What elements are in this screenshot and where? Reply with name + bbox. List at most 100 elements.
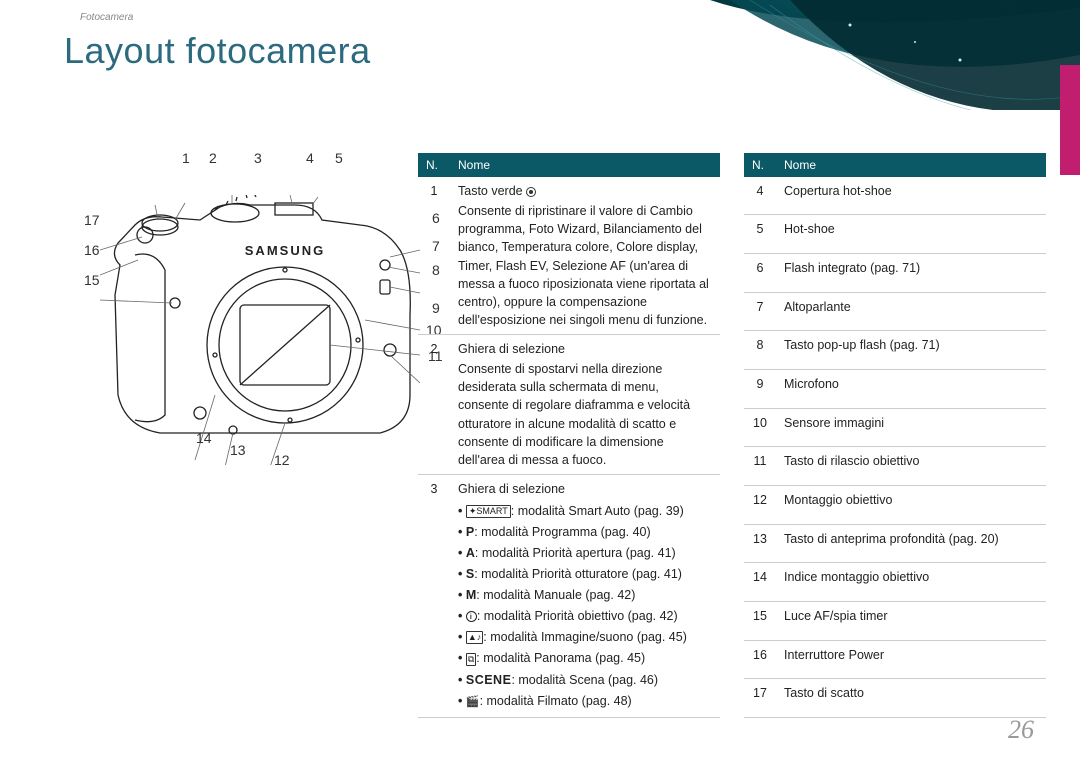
callout-12: 12: [274, 452, 290, 468]
row-num: 16: [744, 640, 776, 679]
callout-4: 4: [306, 150, 314, 166]
callout-3: 3: [254, 150, 262, 166]
table-row: 13Tasto di anteprima profondità (pag. 20…: [744, 524, 1046, 563]
callout-1: 1: [182, 150, 190, 166]
row-num: 5: [744, 215, 776, 254]
row-num: 11: [744, 447, 776, 486]
row-num: 9: [744, 370, 776, 409]
lens-priority-icon: i: [466, 611, 477, 622]
row-name: Interruttore Power: [776, 640, 1046, 679]
mode-item: S: modalità Priorità otturatore (pag. 41…: [458, 563, 712, 584]
mode-list: ✦SMART: modalità Smart Auto (pag. 39)P: …: [458, 500, 712, 712]
callout-17: 17: [84, 212, 100, 228]
m-icon: M: [466, 588, 476, 602]
col-name: Nome: [776, 153, 1046, 177]
callout-15: 15: [84, 272, 100, 288]
mode-item: ⧉: modalità Panorama (pag. 45): [458, 648, 712, 669]
table-row: 8Tasto pop-up flash (pag. 71): [744, 331, 1046, 370]
camera-lineart: SAMSUNG: [100, 195, 420, 465]
panorama-icon: ⧉: [466, 653, 476, 666]
row-name: Copertura hot-shoe: [776, 177, 1046, 215]
callout-2: 2: [209, 150, 217, 166]
svg-text:SAMSUNG: SAMSUNG: [245, 243, 325, 258]
parts-table-1: N. Nome 1Tasto verde Consente di riprist…: [418, 153, 720, 718]
table-row: 1Tasto verde Consente di ripristinare il…: [418, 177, 720, 335]
mode-item: M: modalità Manuale (pag. 42): [458, 585, 712, 606]
table-row: 10Sensore immagini: [744, 408, 1046, 447]
callout-13: 13: [230, 442, 246, 458]
green-button-icon: [526, 187, 536, 197]
row-num: 6: [744, 254, 776, 293]
row-num: 8: [744, 331, 776, 370]
col-num: N.: [418, 153, 450, 177]
row-desc: Ghiera di selezione ✦SMART: modalità Smar…: [450, 474, 720, 717]
callout-16: 16: [84, 242, 100, 258]
row-name: Tasto pop-up flash (pag. 71): [776, 331, 1046, 370]
scene-icon: SCENE: [466, 673, 512, 687]
row-name: Microfono: [776, 370, 1046, 409]
tables-container: N. Nome 1Tasto verde Consente di riprist…: [418, 153, 1046, 718]
mode-item: SCENE: modalità Scena (pag. 46): [458, 669, 712, 690]
row-name: Tasto di scatto: [776, 679, 1046, 718]
mode-item: A: modalità Priorità apertura (pag. 41): [458, 542, 712, 563]
item-title: Ghiera di selezione: [458, 480, 712, 498]
row-num: 3: [418, 474, 450, 717]
table-row: 15Luce AF/spia timer: [744, 602, 1046, 641]
table-row: 14Indice montaggio obiettivo: [744, 563, 1046, 602]
table-row: 7Altoparlante: [744, 292, 1046, 331]
a-icon: A: [466, 546, 475, 560]
row-desc: Ghiera di selezioneConsente di spostarvi…: [450, 335, 720, 475]
page-title: Layout fotocamera: [64, 30, 371, 72]
row-num: 13: [744, 524, 776, 563]
row-num: 17: [744, 679, 776, 718]
row-num: 1: [418, 177, 450, 335]
table-row: 17Tasto di scatto: [744, 679, 1046, 718]
manual-page: Fotocamera Layout fotocamera: [0, 0, 1080, 765]
col-num: N.: [744, 153, 776, 177]
row-num: 2: [418, 335, 450, 475]
table-row: 6Flash integrato (pag. 71): [744, 254, 1046, 293]
row-num: 15: [744, 602, 776, 641]
mode-item: P: modalità Programma (pag. 40): [458, 521, 712, 542]
callout-14: 14: [196, 430, 212, 446]
item-title: Tasto verde: [458, 182, 712, 200]
movie-icon: 🎬: [466, 696, 480, 708]
row-num: 14: [744, 563, 776, 602]
item-title: Ghiera di selezione: [458, 340, 712, 358]
row-name: Flash integrato (pag. 71): [776, 254, 1046, 293]
smart-icon: ✦SMART: [466, 505, 511, 518]
mode-item: i: modalità Priorità obiettivo (pag. 42): [458, 606, 712, 627]
row-name: Tasto di anteprima profondità (pag. 20): [776, 524, 1046, 563]
table-row: 4Copertura hot-shoe: [744, 177, 1046, 215]
mode-item: ▲♪: modalità Immagine/suono (pag. 45): [458, 627, 712, 648]
table-row: 2Ghiera di selezioneConsente di spostarv…: [418, 335, 720, 475]
table-row: 3 Ghiera di selezione ✦SMART: modalità Sma…: [418, 474, 720, 717]
header-decoration: [710, 0, 1080, 110]
s-icon: S: [466, 567, 474, 581]
parts-table-2: N. Nome 4Copertura hot-shoe5Hot-shoe6Fla…: [744, 153, 1046, 718]
row-name: Montaggio obiettivo: [776, 486, 1046, 525]
row-name: Sensore immagini: [776, 408, 1046, 447]
mode-item: ✦SMART: modalità Smart Auto (pag. 39): [458, 500, 712, 521]
row-num: 10: [744, 408, 776, 447]
breadcrumb: Fotocamera: [80, 12, 133, 23]
row-name: Altoparlante: [776, 292, 1046, 331]
row-num: 7: [744, 292, 776, 331]
camera-diagram: SAMSUNG: [62, 150, 402, 490]
table-row: 16Interruttore Power: [744, 640, 1046, 679]
row-name: Luce AF/spia timer: [776, 602, 1046, 641]
row-name: Tasto di rilascio obiettivo: [776, 447, 1046, 486]
table-row: 11Tasto di rilascio obiettivo: [744, 447, 1046, 486]
row-name: Hot-shoe: [776, 215, 1046, 254]
row-name: Indice montaggio obiettivo: [776, 563, 1046, 602]
p-icon: P: [466, 525, 474, 539]
table-row: 9Microfono: [744, 370, 1046, 409]
callout-5: 5: [335, 150, 343, 166]
side-color-tab: [1060, 65, 1080, 175]
mode-item: 🎬: modalità Filmato (pag. 48): [458, 690, 712, 712]
page-number: 26: [1008, 715, 1034, 745]
col-name: Nome: [450, 153, 720, 177]
row-num: 12: [744, 486, 776, 525]
row-num: 4: [744, 177, 776, 215]
row-desc: Tasto verde Consente di ripristinare il …: [450, 177, 720, 335]
